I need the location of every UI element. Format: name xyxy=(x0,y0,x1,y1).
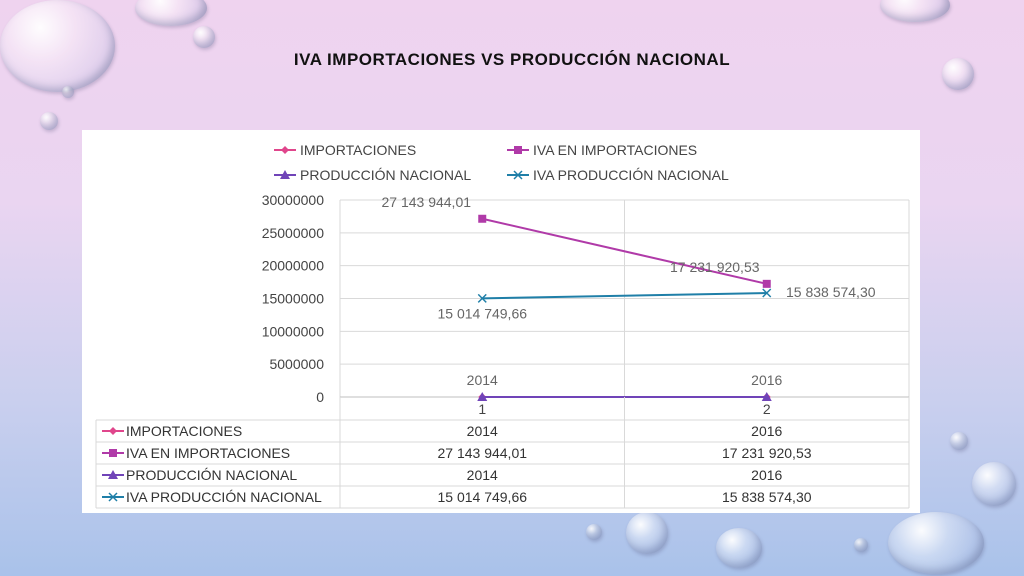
droplet-decoration xyxy=(888,512,984,574)
droplet-decoration xyxy=(972,462,1016,506)
table-cell: 2016 xyxy=(751,467,782,483)
table-cell: 2016 xyxy=(751,423,782,439)
table-legend-marker xyxy=(109,427,117,435)
legend-entry: IVA PRODUCCIÓN NACIONAL xyxy=(533,167,729,183)
table-cell: 17 231 920,53 xyxy=(722,445,812,461)
x-tick-label: 2 xyxy=(763,401,771,417)
data-point xyxy=(477,293,487,303)
legend-marker xyxy=(513,170,523,180)
data-label: 15 014 749,66 xyxy=(437,305,527,321)
y-tick-label: 0 xyxy=(316,389,324,405)
slide-title: IVA IMPORTACIONES VS PRODUCCIÓN NACIONAL xyxy=(293,50,731,69)
legend-entry: PRODUCCIÓN NACIONAL xyxy=(300,167,471,183)
series-line xyxy=(482,217,767,285)
droplet-decoration xyxy=(950,432,968,450)
table-cell: 2014 xyxy=(467,467,498,483)
table-legend-marker xyxy=(109,449,117,457)
data-label: 2014 xyxy=(467,372,498,388)
data-point xyxy=(762,279,771,288)
table-legend-marker xyxy=(108,470,118,479)
y-tick-label: 20000000 xyxy=(262,258,325,274)
data-label: 2016 xyxy=(751,372,782,388)
droplet-decoration xyxy=(40,112,58,130)
chart-panel: 0 5000000 10000000 15000000 20000000 25000000… xyxy=(82,130,920,513)
legend-entry: IMPORTACIONES xyxy=(300,142,416,158)
table-cell: 2014 xyxy=(467,423,498,439)
droplet-decoration xyxy=(880,0,950,22)
data-point xyxy=(762,288,772,298)
y-tick-label: 15000000 xyxy=(262,291,325,307)
droplet-decoration xyxy=(62,86,74,98)
table-series-name: IVA EN IMPORTACIONES xyxy=(126,445,290,461)
line-chart: 0 5000000 10000000 15000000 20000000 25000000… xyxy=(95,142,910,509)
y-tick-label: 10000000 xyxy=(262,323,325,339)
data-label: 15 838 574,30 xyxy=(786,284,876,300)
y-tick-label: 5000000 xyxy=(269,356,324,372)
droplet-decoration xyxy=(193,26,215,48)
droplet-decoration xyxy=(942,58,974,90)
table-series-name: IMPORTACIONES xyxy=(126,423,242,439)
legend-marker xyxy=(281,146,289,154)
table-cell: 15 838 574,30 xyxy=(722,489,812,505)
x-tick-label: 1 xyxy=(478,401,486,417)
table-series-name: IVA PRODUCCIÓN NACIONAL xyxy=(126,489,322,505)
droplet-decoration xyxy=(716,528,762,568)
table-series-name: PRODUCCIÓN NACIONAL xyxy=(126,467,297,483)
series-line xyxy=(482,291,767,300)
table-cell: 27 143 944,01 xyxy=(437,445,527,461)
data-label: 17 231 920,53 xyxy=(670,259,760,275)
y-tick-label: 30000000 xyxy=(262,192,325,208)
legend-marker xyxy=(514,146,522,154)
data-point xyxy=(478,214,487,223)
legend-entry: IVA EN IMPORTACIONES xyxy=(533,142,697,158)
droplet-decoration xyxy=(626,512,668,554)
table-cell: 15 014 749,66 xyxy=(437,489,527,505)
data-point xyxy=(477,391,488,401)
y-tick-label: 25000000 xyxy=(262,225,325,241)
droplet-decoration xyxy=(0,0,115,92)
data-label: 27 143 944,01 xyxy=(381,194,471,210)
table-legend-marker xyxy=(108,492,118,502)
droplet-decoration xyxy=(854,538,868,552)
legend-marker xyxy=(280,170,290,179)
data-point xyxy=(761,391,772,401)
droplet-decoration xyxy=(135,0,207,26)
droplet-decoration xyxy=(586,524,602,540)
